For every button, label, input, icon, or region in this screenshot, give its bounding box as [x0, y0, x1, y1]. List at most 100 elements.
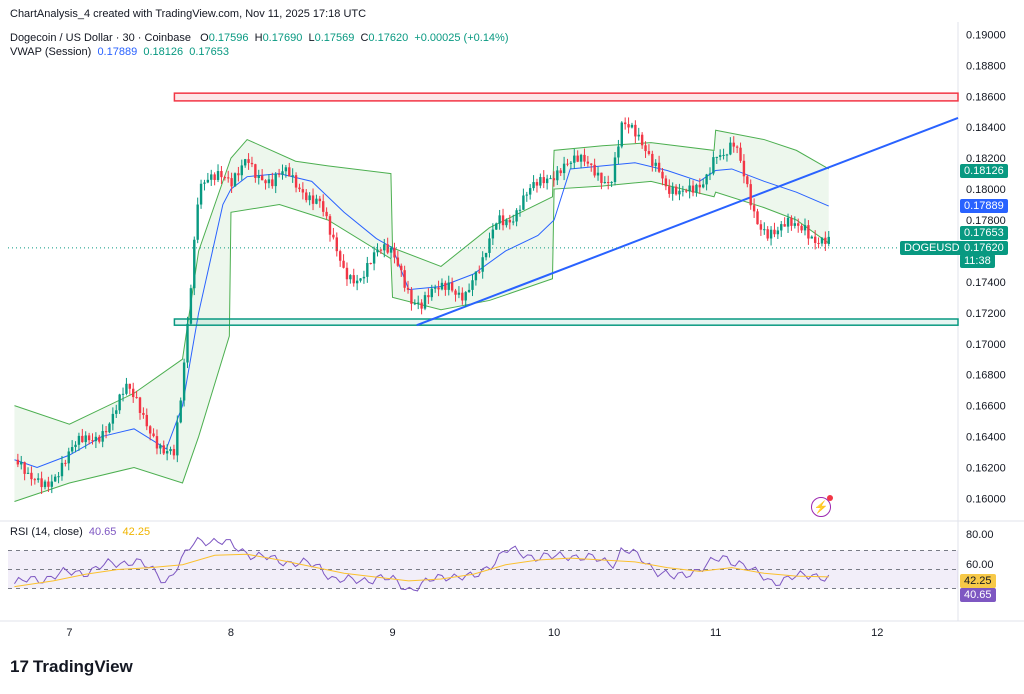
candle-body [142, 412, 145, 415]
candle-body [793, 223, 797, 226]
candle-body [484, 252, 488, 258]
candle-body [118, 394, 121, 411]
candle-body [623, 122, 627, 125]
price-tick-label: 0.18400 [966, 122, 1006, 134]
rsi-value: 40.65 [88, 526, 117, 538]
candle-body [702, 184, 705, 188]
candle-body [176, 422, 179, 456]
candle-body [647, 151, 651, 154]
vwap-lower-line [14, 180, 830, 503]
candle-body [417, 302, 420, 304]
candle-body [369, 263, 372, 265]
candle-body [749, 184, 752, 206]
candle-body [688, 185, 691, 192]
candle-body [87, 435, 91, 441]
candle-body [508, 219, 512, 223]
alert-bolt-icon[interactable]: ⚡ [811, 495, 833, 517]
vwap-band-fill [14, 130, 829, 502]
candle-body [430, 288, 433, 298]
candle-body [617, 146, 620, 158]
candle-body [301, 189, 305, 193]
candle-body [362, 276, 366, 279]
candle-body [776, 230, 780, 235]
price-tick-label: 0.17000 [966, 339, 1006, 351]
candle-body [827, 236, 830, 244]
candle-body [491, 229, 495, 239]
vwap-legend[interactable]: VWAP (Session) 0.17889 0.18126 0.17653 [10, 46, 229, 58]
candle-body [98, 436, 101, 442]
candle-body [600, 172, 603, 184]
candle-body [67, 451, 70, 464]
candle-body [712, 157, 715, 174]
candle-body [464, 292, 467, 301]
credit-text: ChartAnalysis_4 created with TradingView… [10, 8, 367, 20]
candle-body [569, 162, 573, 164]
candle-body [545, 178, 549, 184]
candle-body [691, 185, 695, 193]
tradingview-wordmark: TradingView [32, 657, 133, 676]
support-zone [173, 318, 959, 326]
candle-body [193, 239, 196, 289]
candle-body [535, 182, 539, 186]
candle-body [196, 204, 199, 240]
candle-body [420, 302, 423, 309]
tradingview-logo[interactable]: 17 TradingView [10, 657, 133, 677]
candle-body [742, 160, 746, 177]
candle-body [189, 288, 193, 324]
candle-body [532, 182, 535, 189]
candle-body [376, 249, 379, 253]
candle-body [440, 282, 444, 290]
candle-body [586, 161, 590, 164]
candle-body [576, 155, 579, 162]
candle-body [620, 122, 623, 147]
candle-body [501, 215, 505, 226]
candle-body [77, 435, 81, 445]
candle-body [790, 217, 793, 226]
candle-body [379, 249, 383, 251]
candle-body [47, 481, 50, 487]
candle-body [186, 323, 189, 363]
candle-body [159, 445, 162, 449]
vwap-upper-value: 0.18126 [143, 46, 184, 58]
candle-body [101, 431, 104, 442]
candle-body [478, 271, 481, 273]
last-price-tag: 0.17620 [960, 241, 1008, 255]
rsi-legend[interactable]: RSI (14, close) 40.65 42.25 [10, 526, 150, 538]
candle-body [671, 186, 674, 194]
candle-body [552, 178, 556, 181]
candle-body [515, 210, 518, 222]
candle-body [26, 472, 30, 474]
candle-body [372, 252, 376, 264]
vwap-tag: 0.17889 [960, 199, 1008, 213]
candle-body [315, 198, 318, 204]
candle-body [84, 435, 87, 443]
candle-body [203, 182, 206, 184]
change-value: +0.00025 (+0.14%) [414, 32, 509, 44]
candle-body [637, 134, 640, 137]
candle-body [447, 282, 450, 290]
candle-body [250, 162, 254, 165]
candle-body [433, 287, 437, 289]
candle-body [386, 244, 389, 253]
candle-body [396, 257, 400, 266]
candle-body [74, 444, 77, 448]
symbol-line: Dogecoin / US Dollar · 30 · Coinbase O0.… [10, 32, 509, 44]
candle-body [410, 289, 413, 304]
candle-body [257, 175, 260, 178]
candle-body [423, 295, 427, 309]
candle-body [813, 236, 817, 243]
vwap-label: VWAP (Session) [10, 46, 92, 58]
rsi-ma-tag: 42.25 [960, 574, 996, 588]
candle-body [698, 184, 702, 188]
candle-body [651, 153, 654, 166]
candle-body [311, 195, 315, 204]
candle-body [281, 171, 284, 175]
candle-body [393, 247, 396, 258]
candle-body [294, 175, 298, 188]
candle-body [474, 271, 478, 281]
price-tick-label: 0.17400 [966, 277, 1006, 289]
candle-body [583, 154, 586, 162]
candle-body [148, 426, 152, 434]
candle-body [213, 174, 216, 180]
candle-body [240, 165, 243, 176]
